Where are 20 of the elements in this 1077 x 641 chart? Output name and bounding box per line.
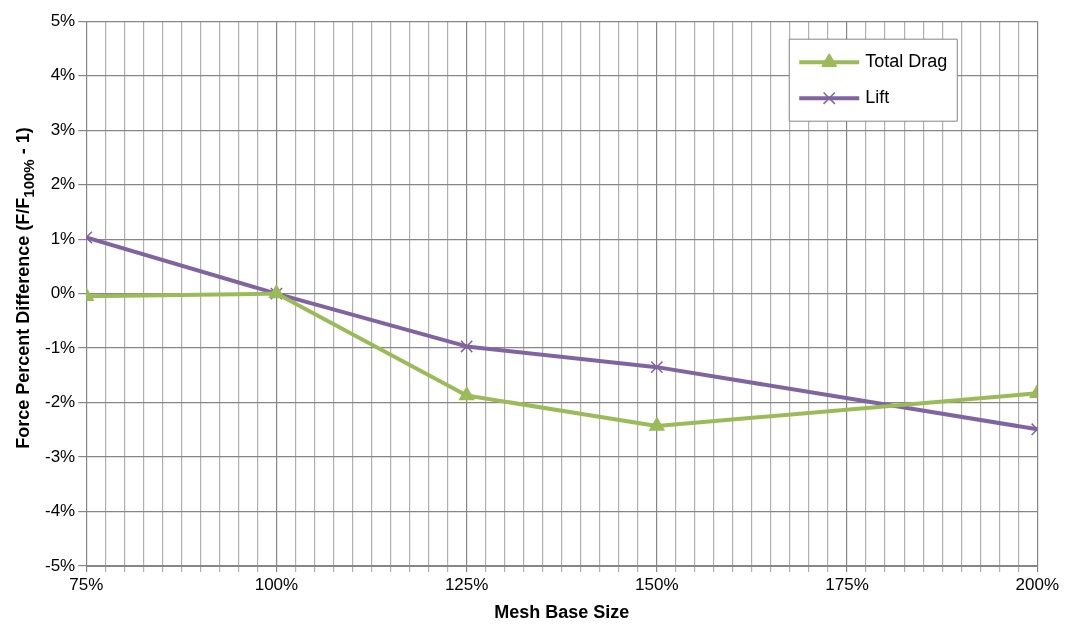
y-tick-label: 4% xyxy=(50,65,76,85)
y-tick-label: -2% xyxy=(45,392,76,412)
y-tick-label: 2% xyxy=(50,174,76,194)
x-tick-label: 200% xyxy=(1015,574,1059,594)
y-tick-label: -3% xyxy=(45,446,76,466)
legend-label: Lift xyxy=(865,87,890,108)
y-tick-label: -1% xyxy=(45,337,76,357)
x-tick-label: 100% xyxy=(254,574,299,594)
y-tick-label: 3% xyxy=(50,119,76,139)
x-tick-label: 125% xyxy=(444,574,489,594)
y-tick-label: -4% xyxy=(45,501,76,521)
x-axis-title: Mesh Base Size xyxy=(494,602,630,623)
x-tick-label: 175% xyxy=(825,574,869,594)
y-tick-label: -5% xyxy=(45,555,76,575)
x-tick-label: 75% xyxy=(69,574,104,594)
y-tick-label: 5% xyxy=(50,10,76,30)
y-tick-label: 0% xyxy=(50,283,76,303)
x-tick-label: 150% xyxy=(635,574,679,594)
y-tick-label: 1% xyxy=(50,228,76,248)
legend-label: Total Drag xyxy=(865,51,948,72)
